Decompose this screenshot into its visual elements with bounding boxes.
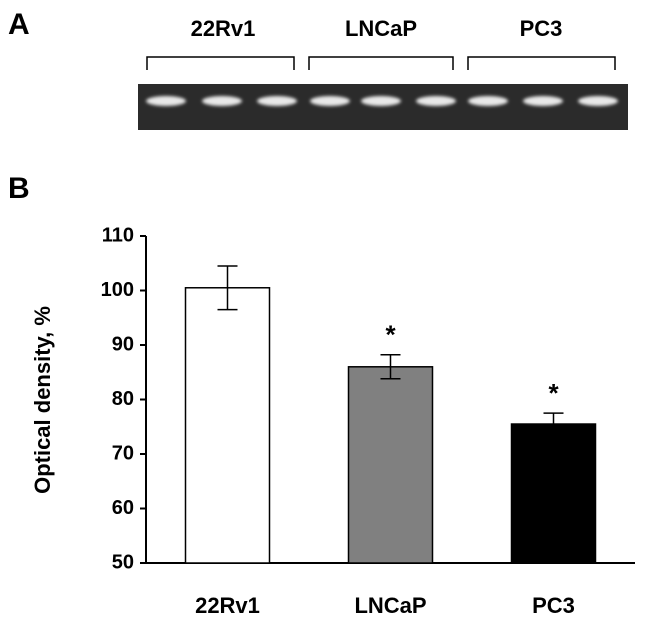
gel-group-label: 22Rv1 <box>191 16 256 41</box>
significance-marker: * <box>385 320 396 350</box>
bar <box>184 287 271 564</box>
gel-band <box>257 96 297 106</box>
significance-marker: * <box>548 378 559 408</box>
error-bar <box>543 412 564 436</box>
panel-label: A <box>8 8 30 41</box>
y-tick-label: 50 <box>112 551 134 573</box>
gel-image <box>138 84 628 130</box>
gel-band <box>310 96 350 106</box>
gel-band <box>361 96 401 106</box>
x-tick-label: 22Rv1 <box>195 593 260 618</box>
gel-band <box>146 96 186 106</box>
y-tick-label: 70 <box>112 442 134 464</box>
gel-bands <box>146 96 618 106</box>
gel-group-label: LNCaP <box>345 16 417 41</box>
gel-band <box>523 96 563 106</box>
gel-group-label: PC3 <box>520 16 563 41</box>
gel-bracket <box>146 56 616 70</box>
gel-band <box>416 96 456 106</box>
bar <box>347 366 434 564</box>
bar <box>510 423 597 564</box>
gel-band <box>578 96 618 106</box>
y-tick-label: 90 <box>112 333 134 355</box>
gel-band <box>202 96 242 106</box>
y-tick-label: 60 <box>112 497 134 519</box>
x-tick-label: LNCaP <box>354 593 426 618</box>
y-axis-label: Optical density, % <box>30 306 55 494</box>
gel-band <box>468 96 508 106</box>
y-tick-label: 80 <box>112 388 134 410</box>
x-tick-label: PC3 <box>532 593 575 618</box>
y-tick-label: 100 <box>101 279 134 301</box>
y-tick-label: 110 <box>102 224 134 246</box>
error-bar <box>380 354 401 380</box>
panel-label: B <box>8 172 30 205</box>
error-bar <box>217 265 238 311</box>
